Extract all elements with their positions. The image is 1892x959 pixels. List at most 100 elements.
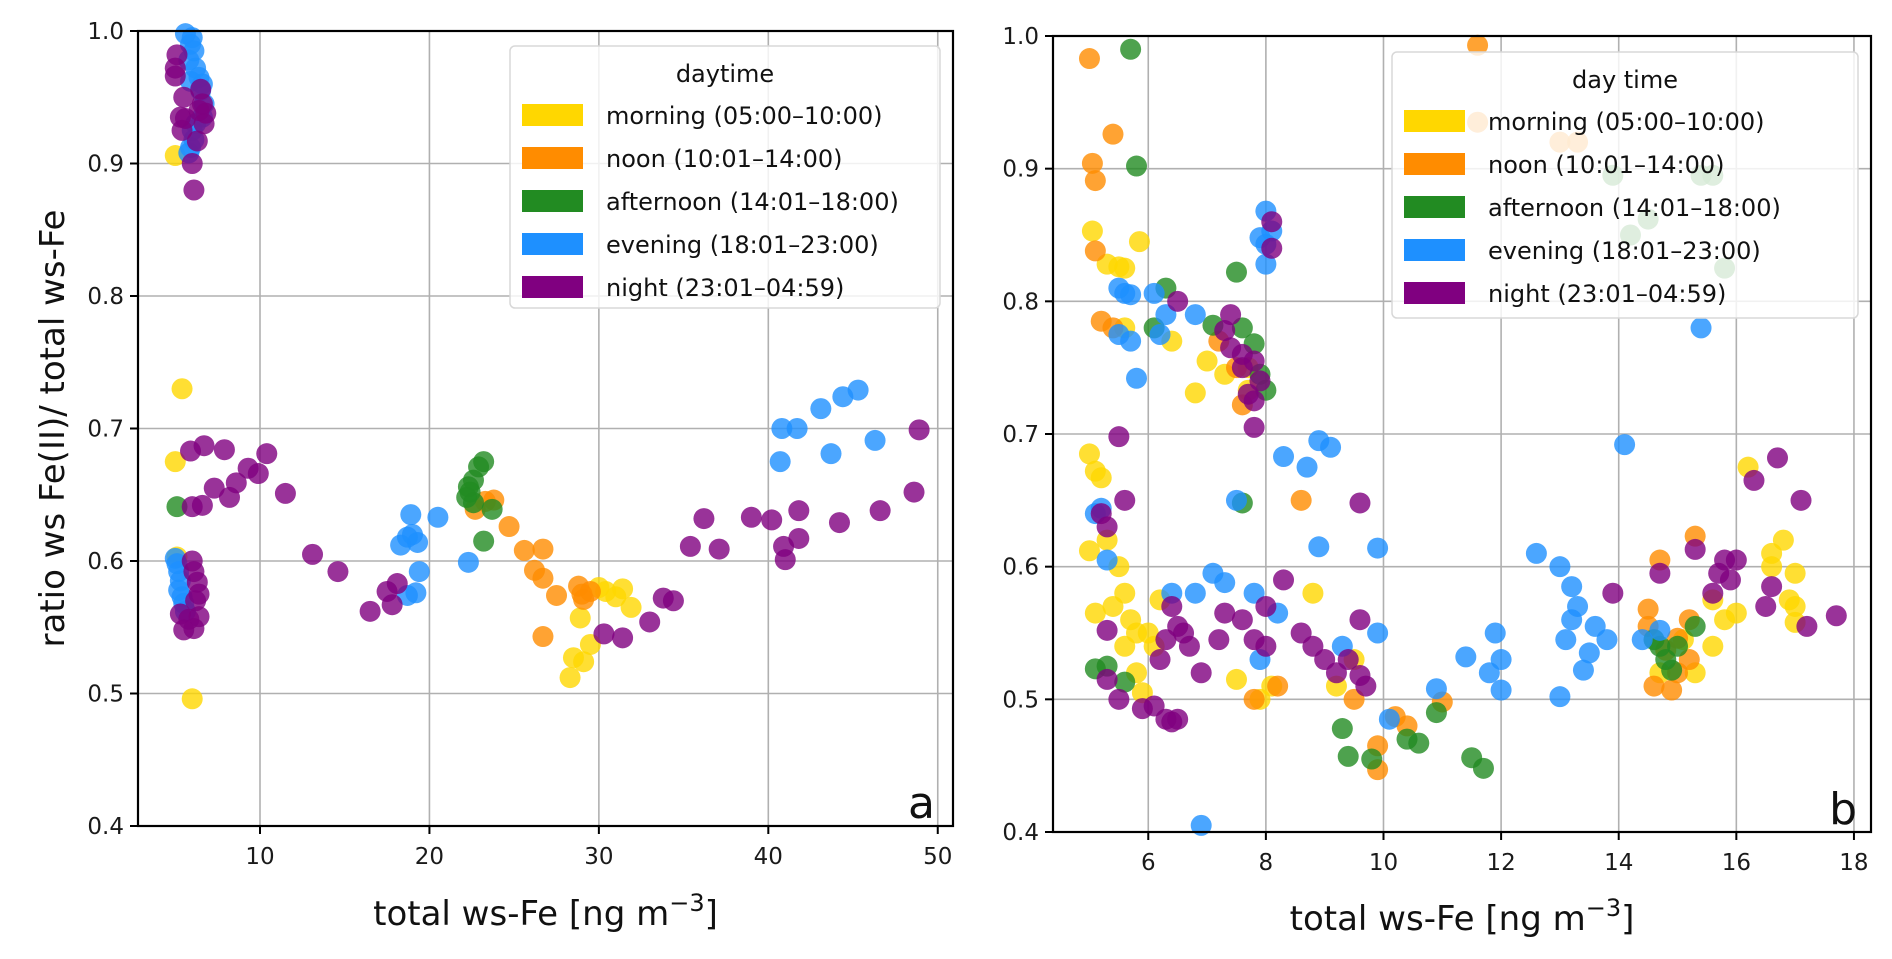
data-point-night xyxy=(1825,605,1847,627)
data-point-evening xyxy=(1255,253,1277,275)
data-point-night xyxy=(247,463,269,485)
data-point-afternoon xyxy=(1649,635,1671,657)
data-point-morning xyxy=(1196,350,1218,372)
data-point-evening xyxy=(1561,609,1583,631)
x-tick-label: 30 xyxy=(584,844,613,870)
data-point-night xyxy=(193,435,215,457)
data-point-night xyxy=(1161,595,1183,617)
data-point-morning xyxy=(1078,443,1100,465)
legend-swatch xyxy=(522,104,583,126)
y-tick-label: 0.9 xyxy=(87,152,124,178)
data-point-night xyxy=(612,627,634,649)
data-point-morning xyxy=(1725,602,1747,624)
data-point-evening xyxy=(1225,489,1247,511)
data-point-morning xyxy=(605,586,627,608)
data-point-evening xyxy=(1549,556,1571,578)
data-point-evening xyxy=(1378,708,1400,730)
x-tick-label: 8 xyxy=(1259,850,1274,876)
panel-a-x-axis-label: total ws-Fe [ng m−3] xyxy=(373,889,718,934)
data-point-night xyxy=(173,86,195,108)
data-point-night xyxy=(218,486,240,508)
data-point-morning xyxy=(1114,635,1136,657)
data-point-evening xyxy=(400,504,422,526)
data-point-evening xyxy=(457,551,479,573)
data-point-evening xyxy=(1490,679,1512,701)
data-point-evening xyxy=(1425,678,1447,700)
data-point-evening xyxy=(1555,629,1577,651)
data-point-morning xyxy=(1128,231,1150,253)
data-point-night xyxy=(256,443,278,465)
data-point-night xyxy=(1337,649,1359,671)
data-point-afternoon xyxy=(1225,261,1247,283)
data-point-evening xyxy=(810,398,832,420)
data-point-evening xyxy=(771,418,793,439)
data-point-night xyxy=(1355,675,1377,697)
data-point-night xyxy=(327,561,349,583)
data-point-evening xyxy=(1190,814,1212,836)
data-point-night xyxy=(903,481,925,503)
data-point-night xyxy=(1790,489,1812,511)
data-point-afternoon xyxy=(1120,38,1142,60)
data-point-afternoon xyxy=(1408,732,1430,754)
legend-title: daytime xyxy=(676,60,774,88)
data-point-night xyxy=(1167,708,1189,730)
data-point-night xyxy=(1096,516,1118,538)
data-point-evening xyxy=(1120,284,1142,306)
data-point-morning xyxy=(573,651,595,673)
data-point-evening xyxy=(1149,324,1171,345)
data-point-night xyxy=(761,509,783,531)
data-point-afternoon xyxy=(166,496,188,518)
data-point-night xyxy=(193,113,215,135)
data-point-morning xyxy=(569,607,591,629)
data-point-evening xyxy=(786,418,808,439)
legend-swatch xyxy=(1404,282,1465,304)
data-point-night xyxy=(708,538,730,560)
data-point-night xyxy=(1261,237,1283,259)
data-point-afternoon xyxy=(1425,702,1447,724)
data-point-night xyxy=(1743,469,1765,491)
data-point-evening xyxy=(1126,367,1148,389)
data-point-noon xyxy=(1267,675,1289,697)
data-point-night xyxy=(1702,582,1724,604)
panel-a-points xyxy=(164,23,930,710)
data-point-afternoon xyxy=(481,498,503,520)
data-point-night xyxy=(1649,562,1671,584)
data-point-night xyxy=(213,439,235,461)
data-point-night xyxy=(1149,649,1171,671)
data-point-morning xyxy=(1081,220,1103,242)
x-tick-label: 14 xyxy=(1604,850,1633,876)
data-point-night xyxy=(1114,489,1136,511)
data-point-night xyxy=(381,594,403,616)
data-point-night xyxy=(274,482,296,504)
data-point-afternoon xyxy=(1337,745,1359,767)
y-tick-label: 0.8 xyxy=(87,284,124,310)
data-point-night xyxy=(171,119,193,141)
data-point-night xyxy=(1108,426,1130,448)
data-point-afternoon xyxy=(473,530,495,552)
data-point-morning xyxy=(1225,668,1247,690)
legend-entry-label: morning (05:00–10:00) xyxy=(606,102,883,130)
data-point-morning xyxy=(620,596,642,618)
data-point-noon xyxy=(513,539,535,561)
data-point-night xyxy=(1261,211,1283,233)
data-point-noon xyxy=(532,538,554,560)
data-point-evening xyxy=(1184,582,1206,604)
data-point-night xyxy=(828,512,850,534)
data-point-afternoon xyxy=(1472,757,1494,779)
y-tick-label: 0.7 xyxy=(1002,422,1039,448)
data-point-night xyxy=(788,500,810,522)
x-tick-label: 40 xyxy=(754,844,783,870)
x-tick-label: 12 xyxy=(1486,850,1515,876)
data-point-night xyxy=(1178,635,1200,657)
y-tick-label: 0.5 xyxy=(1002,687,1039,713)
data-point-morning xyxy=(1078,540,1100,562)
y-tick-label: 0.6 xyxy=(1002,555,1039,581)
data-point-evening xyxy=(1549,686,1571,708)
data-point-night xyxy=(1255,635,1277,657)
data-point-morning xyxy=(171,378,193,400)
legend-swatch xyxy=(522,147,583,169)
data-point-noon xyxy=(571,583,593,605)
data-point-noon xyxy=(532,567,554,589)
x-tick-label: 20 xyxy=(415,844,444,870)
data-point-afternoon xyxy=(459,481,481,503)
